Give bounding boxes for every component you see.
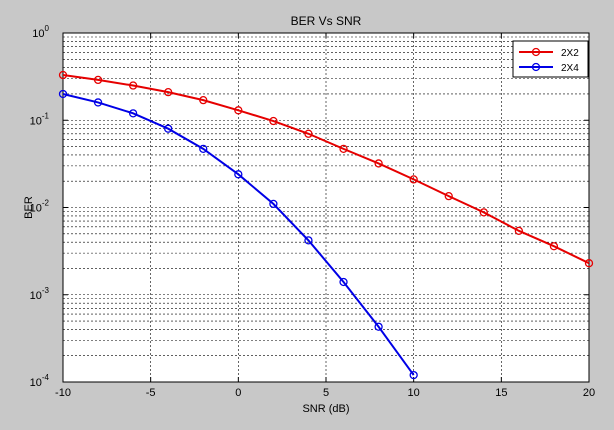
data-point: [164, 124, 173, 133]
data-point: [269, 199, 278, 209]
legend-marker: [531, 62, 541, 72]
axes-box: [62, 32, 590, 383]
legend-label: 2X4: [561, 63, 579, 74]
data-point: [444, 191, 453, 201]
series-2X2: [58, 70, 594, 268]
x-tick-label: 10: [408, 387, 420, 399]
data-point: [374, 322, 383, 331]
data-point: [58, 89, 68, 99]
x-tick-label: -5: [146, 387, 156, 399]
data-point: [479, 208, 488, 217]
data-point: [234, 170, 243, 179]
y-tick-label: 100: [32, 24, 49, 40]
data-point: [199, 95, 208, 105]
data-point: [58, 70, 68, 80]
x-tick-label: 20: [583, 387, 595, 399]
data-point: [269, 116, 278, 126]
chart-title: BER Vs SNR: [291, 14, 362, 28]
y-tick-labels: 10-4 10-3 10-2 10-1 100: [30, 24, 50, 389]
data-point: [93, 75, 103, 85]
y-tick-label: 10-1: [30, 111, 50, 127]
x-tick-labels: -10 -5 0 5 10 15 20: [55, 387, 595, 399]
y-axis-label: BER: [23, 196, 35, 219]
x-tick-label: 15: [495, 387, 507, 399]
y-tick-label: 10-3: [30, 286, 50, 302]
x-tick-label: 5: [323, 387, 329, 399]
data-point: [164, 87, 173, 97]
data-point: [549, 242, 559, 251]
series-2X4: [58, 89, 418, 380]
data-point: [234, 106, 243, 115]
legend-box: [512, 40, 589, 78]
data-point: [304, 236, 313, 245]
legend-label: 2X2: [561, 48, 579, 59]
data-point: [339, 144, 348, 154]
legend-marker: [531, 47, 541, 57]
data-point: [128, 109, 138, 118]
data-point: [128, 81, 138, 90]
data-point: [199, 144, 208, 154]
data-point: [93, 98, 103, 107]
series-line: [62, 74, 590, 265]
data-point: [409, 175, 418, 184]
x-tick-label: -10: [55, 387, 71, 399]
series-line: [62, 93, 415, 376]
plot-area: [63, 33, 589, 382]
data-point: [584, 259, 594, 268]
data-point: [514, 226, 524, 235]
y-tick-label: 10-2: [30, 199, 50, 215]
data-point: [339, 277, 348, 287]
data-point: [374, 159, 383, 168]
series-layer: [58, 70, 594, 380]
data-point: [409, 370, 418, 380]
y-tick-label: 10-4: [30, 373, 50, 389]
x-tick-label: 0: [235, 387, 241, 399]
x-axis-label: SNR (dB): [302, 403, 349, 415]
data-point: [304, 129, 313, 138]
